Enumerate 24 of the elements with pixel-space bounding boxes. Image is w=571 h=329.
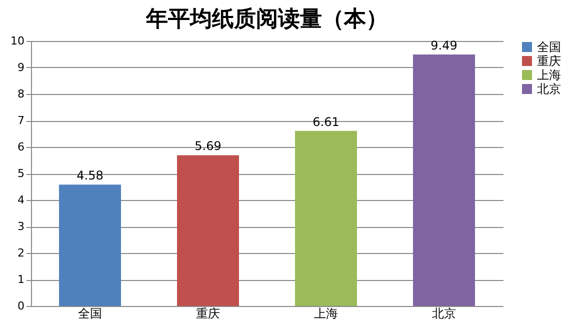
y-tick-label: 7: [18, 114, 24, 127]
y-tick-label: 5: [18, 167, 24, 180]
y-tick-label: 3: [18, 220, 24, 233]
x-tick-label: 重庆: [196, 306, 220, 320]
data-label: 4.58: [76, 168, 104, 183]
y-tick-label: 0: [18, 300, 24, 312]
y-tick-label: 1: [18, 273, 24, 286]
legend-label: 上海: [537, 68, 561, 82]
y-tick-label: 9: [18, 61, 24, 74]
y-tick-label: 6: [18, 140, 24, 154]
y-tick-label: 4: [18, 194, 24, 206]
y-tick-label: 10: [10, 34, 24, 48]
x-tick-label: 上海: [314, 306, 338, 320]
chart-title: 年平均纸质阅读量（本）: [145, 7, 388, 32]
x-tick-label: 全国: [78, 306, 102, 320]
legend-label: 全国: [537, 40, 561, 54]
legend-label: 重庆: [537, 54, 561, 68]
y-tick-label: 8: [18, 88, 24, 100]
data-label: 5.69: [194, 139, 222, 154]
legend-label: 北京: [537, 82, 561, 96]
data-label: 6.61: [312, 114, 340, 129]
data-label: 9.49: [430, 38, 458, 53]
y-tick-label: 2: [18, 246, 24, 260]
x-tick-label: 北京: [432, 306, 456, 320]
